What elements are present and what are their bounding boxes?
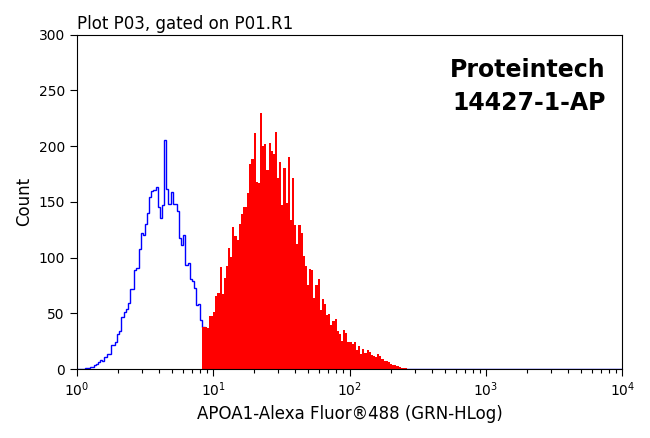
X-axis label: APOA1-Alexa Fluor®488 (GRN-HLog): APOA1-Alexa Fluor®488 (GRN-HLog): [197, 405, 502, 423]
Text: Proteintech
14427-1-AP: Proteintech 14427-1-AP: [450, 58, 606, 116]
Y-axis label: Count: Count: [15, 177, 33, 226]
Text: Plot P03, gated on P01.R1: Plot P03, gated on P01.R1: [77, 15, 293, 33]
